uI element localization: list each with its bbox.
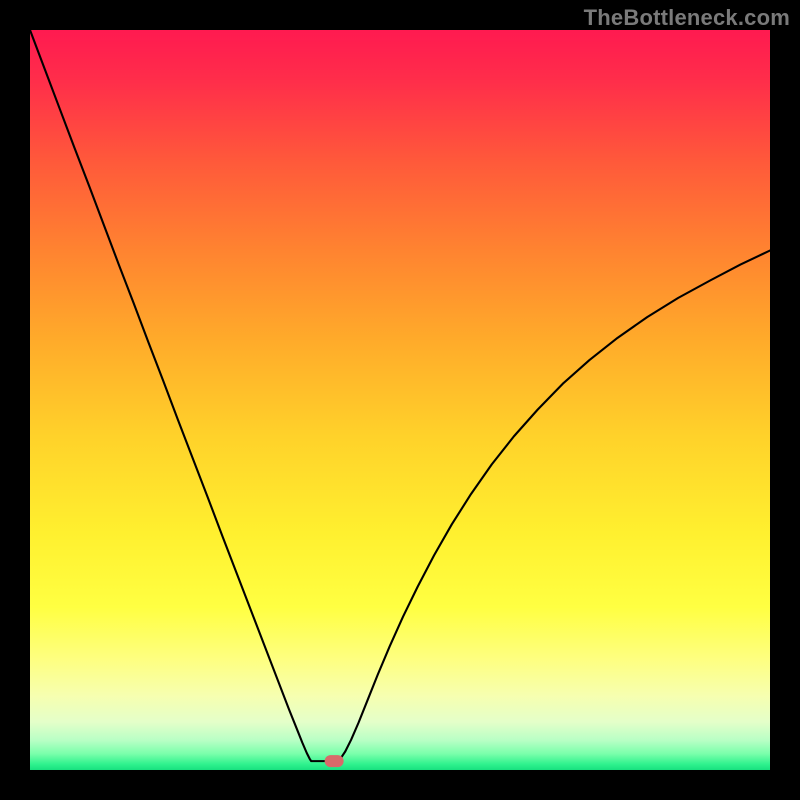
plot-svg (30, 30, 770, 770)
minimum-marker (325, 755, 344, 767)
plot-area (30, 30, 770, 770)
plot-background (30, 30, 770, 770)
watermark-text: TheBottleneck.com (584, 5, 790, 31)
